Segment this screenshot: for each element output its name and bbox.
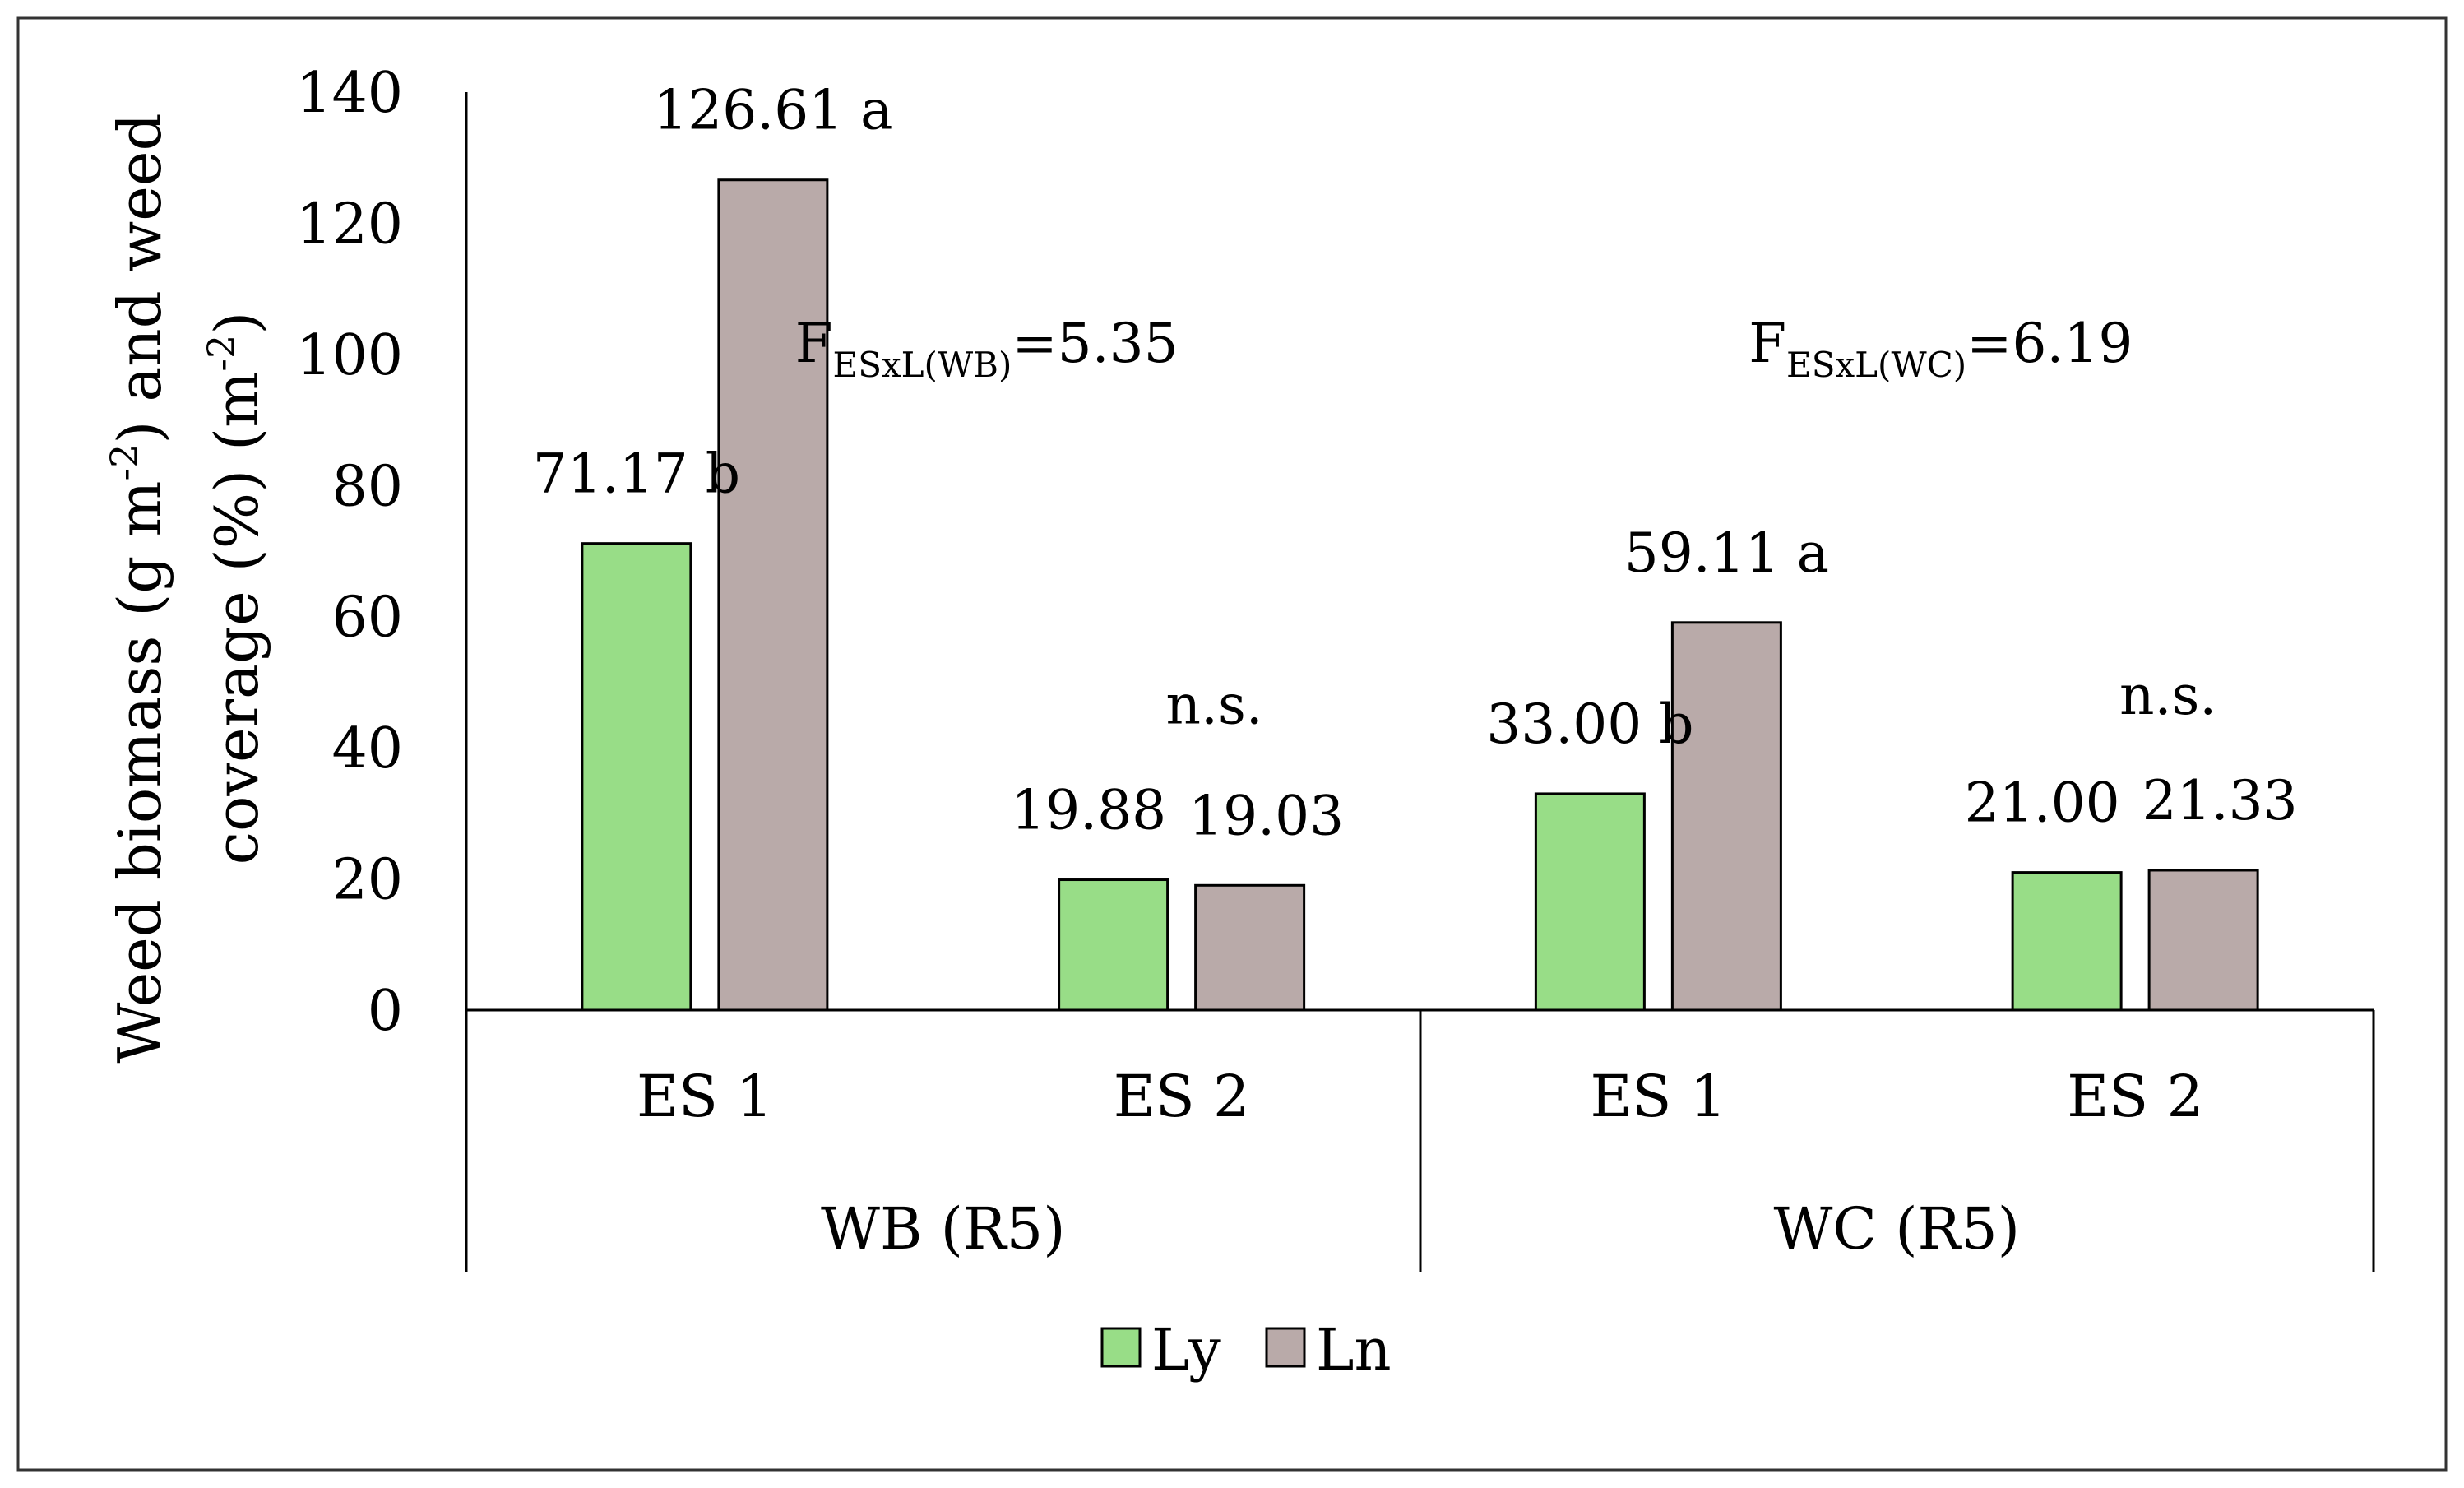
bars xyxy=(581,178,2259,1012)
category-label: ES 2 xyxy=(2067,1063,2203,1130)
bar-labels: 71.17 b 126.61 a 19.88 19.03 33.00 b 59.11 a 2… xyxy=(533,79,2298,848)
bar-ln xyxy=(1670,621,1782,1012)
axes xyxy=(465,92,2375,1272)
data-label: 71.17 b xyxy=(533,443,740,506)
group-label: WC (R5) xyxy=(1773,1195,2020,1263)
annotations: n.s. FESxL(WB)=5.35 n.s. FESxL(WC)=6.19 xyxy=(795,312,2217,737)
legend-swatch-ly xyxy=(1100,1327,1142,1368)
f-statistic: FESxL(WB)=5.35 xyxy=(795,312,1179,385)
category-labels: WB (R5) ES 1 ES 2 WC (R5) ES 1 ES 2 xyxy=(637,1063,2203,1263)
data-label: 33.00 b xyxy=(1486,693,1693,756)
data-label: 59.11 a xyxy=(1624,521,1829,585)
y-tick-label: 80 xyxy=(331,454,403,519)
y-axis-title-line1: Weed biomass (g m-2) and weed xyxy=(102,113,174,1063)
bar-ly xyxy=(581,542,692,1012)
y-tick-label: 60 xyxy=(331,586,403,651)
significance-note: n.s. xyxy=(2119,664,2216,727)
y-tick-label: 40 xyxy=(331,716,403,781)
data-label: 21.33 xyxy=(2142,769,2298,832)
f-statistic: FESxL(WC)=6.19 xyxy=(1748,312,2133,385)
bar-ln xyxy=(2147,869,2259,1012)
legend-label: Ly xyxy=(1151,1316,1221,1384)
legend-label: Ln xyxy=(1316,1316,1392,1384)
y-tick-label: 140 xyxy=(296,61,403,126)
bar-ln xyxy=(717,178,829,1012)
data-label: 19.88 xyxy=(1011,779,1166,842)
category-label: ES 1 xyxy=(637,1063,773,1130)
legend: Ly Ln xyxy=(1100,1316,1392,1384)
y-tick-label: 120 xyxy=(296,192,403,257)
bar-ly xyxy=(1534,792,1646,1012)
y-axis-title-line2: coverage (%) (m-2) xyxy=(199,312,271,865)
y-tick-label: 100 xyxy=(296,323,403,388)
category-label: ES 1 xyxy=(1590,1063,1726,1130)
legend-swatch-ln xyxy=(1265,1327,1306,1368)
bar-ly xyxy=(2011,871,2123,1012)
significance-note: n.s. xyxy=(1165,674,1262,737)
bar-ly xyxy=(1058,878,1169,1012)
bar-ln xyxy=(1194,883,1306,1012)
data-label: 21.00 xyxy=(1965,772,2120,835)
group-label: WB (R5) xyxy=(821,1195,1066,1263)
y-axis-title: Weed biomass (g m-2) and weed coverage (… xyxy=(102,113,271,1063)
category-label: ES 2 xyxy=(1114,1063,1250,1130)
y-axis-ticks: 0 20 40 60 80 100 120 140 xyxy=(296,61,403,1044)
data-label: 19.03 xyxy=(1188,784,1344,847)
y-tick-label: 20 xyxy=(331,848,403,913)
chart-frame xyxy=(16,16,2448,1472)
y-tick-label: 0 xyxy=(368,979,403,1044)
data-label: 126.61 a xyxy=(653,79,892,142)
